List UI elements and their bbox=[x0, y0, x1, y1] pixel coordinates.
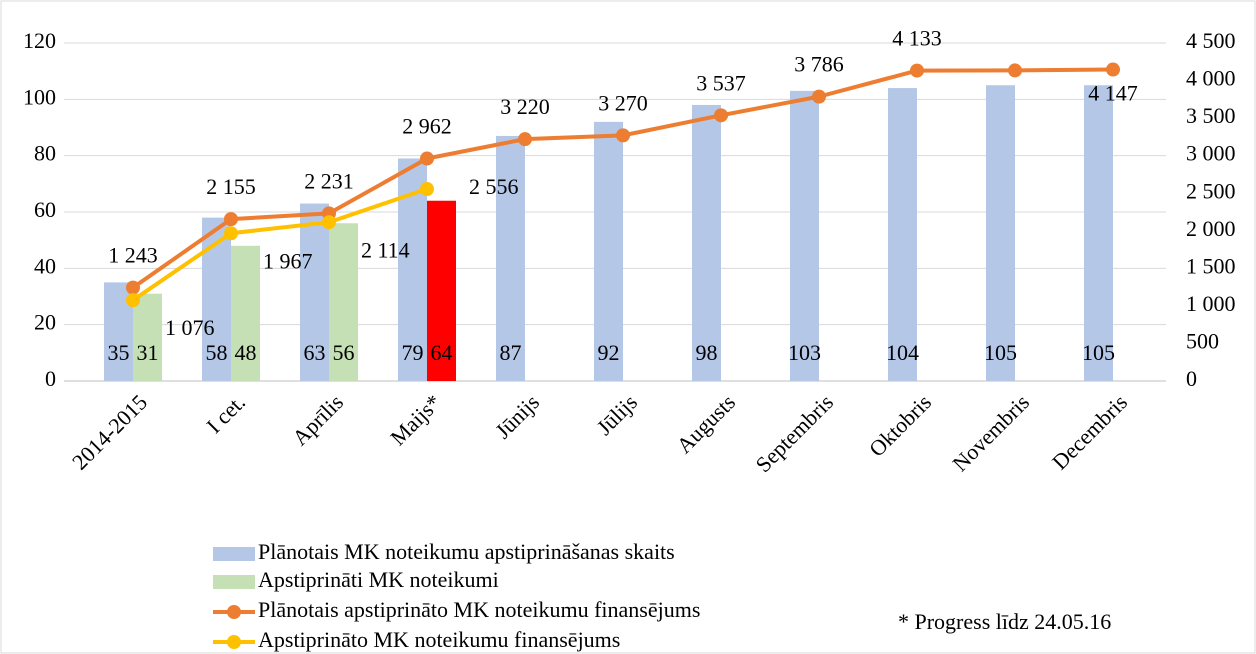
data-label: 2 962 bbox=[402, 114, 452, 139]
line bbox=[131, 187, 428, 302]
y2-tick-label: 1 000 bbox=[1186, 291, 1236, 316]
data-label: 2 114 bbox=[361, 237, 410, 262]
legend-label: Apstiprināti MK noteikumi bbox=[258, 567, 499, 592]
data-label: 105 bbox=[984, 340, 1017, 365]
data-label: 104 bbox=[886, 340, 919, 365]
bar bbox=[329, 223, 358, 381]
line-marker bbox=[126, 293, 140, 308]
line-marker bbox=[1106, 62, 1120, 77]
data-label: 2 556 bbox=[469, 174, 519, 199]
bar bbox=[986, 85, 1015, 381]
y2-tick-label: 2 000 bbox=[1186, 216, 1236, 241]
data-label: 3 220 bbox=[500, 94, 550, 119]
y2-tick-label: 4 500 bbox=[1186, 28, 1236, 53]
y2-tick-label: 500 bbox=[1186, 328, 1219, 353]
data-label: 3 270 bbox=[598, 90, 648, 115]
data-label: 31 bbox=[137, 340, 159, 365]
bar bbox=[133, 293, 162, 381]
data-label: 4 133 bbox=[892, 26, 942, 51]
data-label: 105 bbox=[1082, 340, 1115, 365]
bar bbox=[427, 200, 456, 381]
data-label: 4 147 bbox=[1088, 81, 1138, 106]
data-label: 87 bbox=[500, 340, 522, 365]
data-label: 2 155 bbox=[206, 174, 256, 199]
data-label: 63 bbox=[304, 340, 326, 365]
legend-label: Plānotais MK noteikumu apstiprināšanas s… bbox=[258, 539, 675, 564]
data-label: 1 076 bbox=[165, 315, 215, 340]
data-label: 35 bbox=[108, 340, 130, 365]
bar bbox=[300, 203, 329, 381]
bar bbox=[1084, 85, 1113, 381]
line-marker bbox=[910, 63, 924, 78]
annotation: * Progress līdz 24.05.16 bbox=[898, 609, 1111, 634]
line-marker bbox=[812, 89, 826, 104]
legend-swatch bbox=[213, 547, 255, 561]
line-marker bbox=[420, 151, 434, 166]
y2-tick-label: 0 bbox=[1186, 366, 1197, 391]
line-marker bbox=[224, 212, 238, 227]
data-label: 3 537 bbox=[696, 70, 746, 95]
data-label: 103 bbox=[788, 340, 821, 365]
legend-marker bbox=[227, 605, 241, 619]
bar bbox=[692, 104, 721, 381]
y-tick-label: 120 bbox=[23, 28, 56, 53]
data-label: 56 bbox=[333, 340, 355, 365]
line-marker bbox=[126, 280, 140, 295]
data-label: 58 bbox=[206, 340, 228, 365]
line-marker bbox=[420, 182, 434, 197]
line-marker bbox=[224, 226, 238, 241]
data-label: 1 243 bbox=[108, 243, 158, 268]
data-label: 64 bbox=[431, 340, 453, 365]
legend-swatch bbox=[213, 575, 255, 589]
data-label: 2 231 bbox=[304, 168, 354, 193]
bar bbox=[790, 90, 819, 381]
legend-label: Apstiprināto MK noteikumu finansējums bbox=[258, 627, 620, 652]
y-tick-label: 80 bbox=[34, 141, 56, 166]
data-label: 98 bbox=[696, 340, 718, 365]
y2-tick-label: 1 500 bbox=[1186, 253, 1236, 278]
y-tick-label: 60 bbox=[34, 197, 56, 222]
bar bbox=[496, 135, 525, 381]
y-tick-label: 20 bbox=[34, 310, 56, 335]
data-label: 92 bbox=[598, 340, 620, 365]
data-label: 79 bbox=[402, 340, 424, 365]
y2-tick-label: 3 000 bbox=[1186, 141, 1236, 166]
y2-tick-label: 3 500 bbox=[1186, 103, 1236, 128]
bar bbox=[231, 245, 260, 381]
legend-label: Plānotais apstiprināto MK noteikumu fina… bbox=[258, 597, 700, 622]
y2-tick-label: 4 000 bbox=[1186, 66, 1236, 91]
line-marker bbox=[1008, 63, 1022, 78]
data-label: 48 bbox=[235, 340, 257, 365]
y-tick-label: 0 bbox=[45, 366, 56, 391]
bar bbox=[888, 88, 917, 382]
bar bbox=[594, 121, 623, 381]
y-tick-label: 100 bbox=[23, 84, 56, 109]
y2-tick-label: 2 500 bbox=[1186, 178, 1236, 203]
line-marker bbox=[714, 108, 728, 123]
legend-marker bbox=[227, 635, 241, 649]
line-marker bbox=[322, 215, 336, 230]
line-marker bbox=[518, 132, 532, 147]
y-tick-label: 40 bbox=[34, 253, 56, 278]
data-label: 3 786 bbox=[794, 52, 844, 77]
line-marker bbox=[616, 128, 630, 143]
data-label: 1 967 bbox=[263, 248, 313, 273]
